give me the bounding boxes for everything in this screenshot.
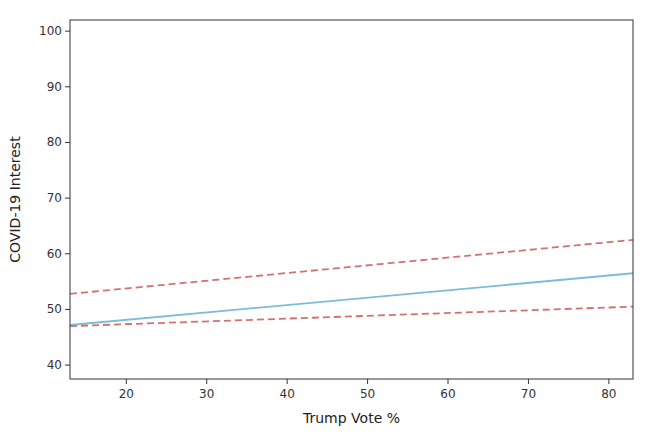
y-tick bbox=[65, 142, 70, 143]
x-tick-label: 70 bbox=[521, 387, 536, 401]
x-axis-label: Trump Vote % bbox=[302, 410, 400, 426]
series-line bbox=[70, 240, 633, 294]
x-tick bbox=[206, 379, 207, 384]
x-tick-label: 50 bbox=[360, 387, 375, 401]
y-tick bbox=[65, 309, 70, 310]
x-axis: 20 30 40 50 60 70 80 bbox=[119, 379, 617, 401]
chart-container: 20 30 40 50 60 70 80 40 50 60 70 80 90 100 Trump Vote … bbox=[0, 0, 655, 437]
y-tick-label: 70 bbox=[47, 191, 62, 205]
x-tick bbox=[448, 379, 449, 384]
y-tick-label: 100 bbox=[39, 24, 62, 38]
y-tick bbox=[65, 253, 70, 254]
y-axis-label: COVID-19 Interest bbox=[7, 136, 23, 263]
y-tick-label: 80 bbox=[47, 135, 62, 149]
y-tick-label: 40 bbox=[47, 358, 62, 372]
y-tick bbox=[65, 198, 70, 199]
x-tick bbox=[608, 379, 609, 384]
y-tick bbox=[65, 86, 70, 87]
y-axis: 40 50 60 70 80 90 100 bbox=[39, 24, 70, 372]
x-tick bbox=[287, 379, 288, 384]
plot-frame bbox=[70, 20, 633, 379]
x-tick-label: 20 bbox=[119, 387, 134, 401]
y-tick-label: 60 bbox=[47, 247, 62, 261]
series-group bbox=[70, 240, 633, 326]
y-tick bbox=[65, 31, 70, 32]
x-tick bbox=[126, 379, 127, 384]
series-line bbox=[70, 307, 633, 326]
chart-svg: 20 30 40 50 60 70 80 40 50 60 70 80 90 100 Trump Vote … bbox=[0, 0, 655, 437]
x-tick-label: 80 bbox=[601, 387, 616, 401]
x-tick-label: 30 bbox=[199, 387, 214, 401]
y-tick-label: 50 bbox=[47, 302, 62, 316]
x-tick-label: 60 bbox=[440, 387, 455, 401]
y-tick-label: 90 bbox=[47, 80, 62, 94]
x-tick bbox=[367, 379, 368, 384]
x-tick bbox=[528, 379, 529, 384]
y-tick bbox=[65, 365, 70, 366]
x-tick-label: 40 bbox=[280, 387, 295, 401]
